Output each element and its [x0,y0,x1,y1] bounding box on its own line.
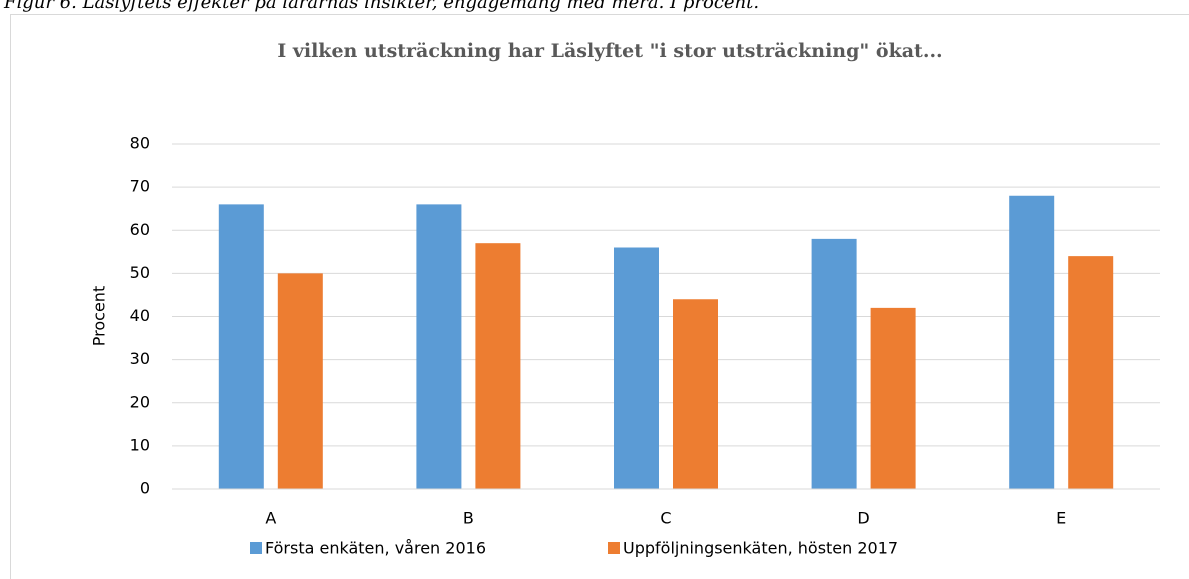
x-tick-label: C [660,509,671,528]
y-tick-label: 60 [130,220,150,239]
bar [870,307,916,489]
x-tick-label: B [463,509,474,528]
x-tick-label: D [857,509,869,528]
bar [1009,195,1055,489]
y-tick-label: 30 [130,349,150,368]
y-tick-label: 0 [140,479,150,498]
y-axis-label: Procent [90,286,109,346]
bar [811,238,857,489]
bar [614,247,659,489]
legend-swatch [250,542,262,554]
y-tick-label: 80 [130,134,150,153]
bar [1068,256,1114,489]
bar [277,273,323,489]
chart-border [10,14,1189,579]
bar [673,299,718,489]
x-tick-label: A [265,509,276,528]
y-tick-label: 20 [130,392,150,411]
y-tick-label: 10 [130,435,150,454]
y-tick-label: 70 [130,177,150,196]
y-tick-label: 40 [130,306,150,325]
bar [475,243,521,489]
legend-label: Uppföljningsenkäten, hösten 2017 [623,539,898,558]
bar [218,204,264,489]
y-tick-label: 50 [130,263,150,282]
chart-title: I vilken utsträckning har Läslyftet "i s… [277,40,942,62]
bar [416,204,462,489]
caption: Figur 6. Läslyftets effekter på lärarnas… [3,0,759,13]
legend-label: Första enkäten, våren 2016 [265,539,486,558]
legend-swatch [608,542,620,554]
x-tick-label: E [1056,509,1066,528]
